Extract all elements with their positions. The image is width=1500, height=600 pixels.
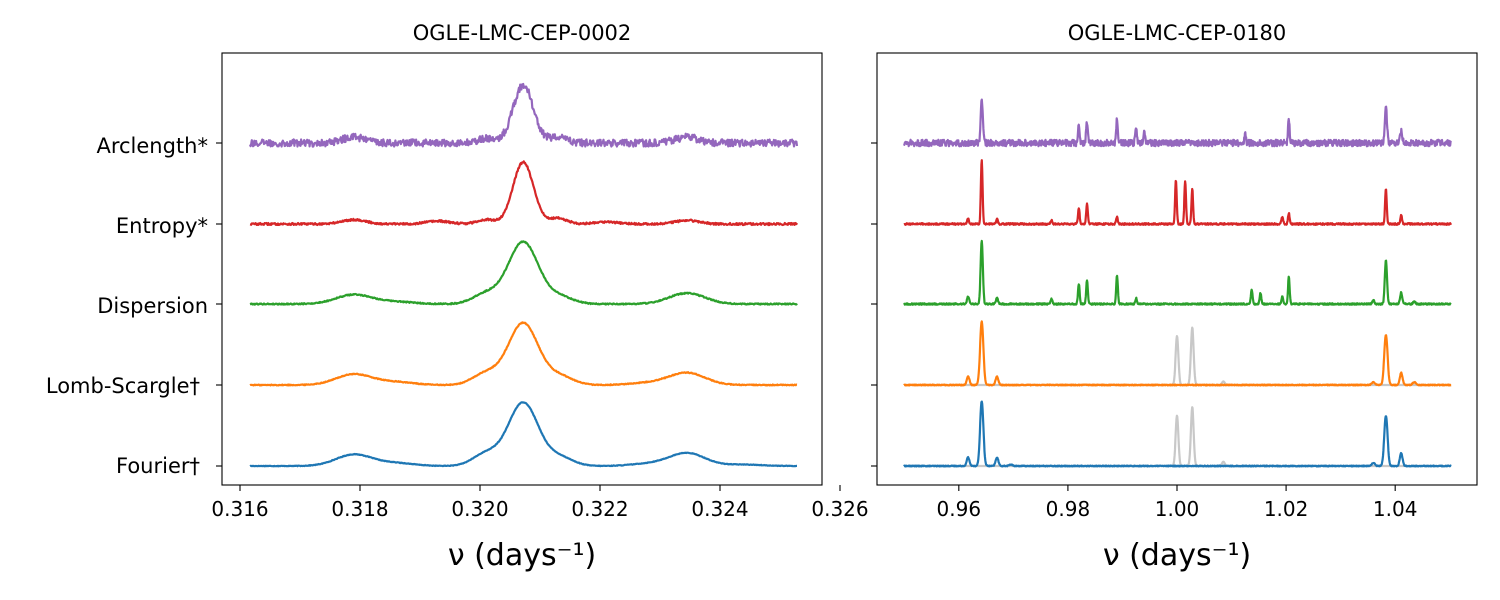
x-axis-label-left: ν (days⁻¹) [448, 538, 596, 573]
y-tick-label-dispersion: Dispersion [97, 294, 208, 318]
series-line-1-fourier [903, 400, 1452, 468]
x-axis-right: 0.96 0.98 1.00 1.02 1.04 [871, 142, 1418, 521]
x-tick-label-0-1: 0.318 [331, 497, 388, 521]
x-tick-label-1-1: 0.98 [1046, 497, 1091, 521]
x-tick-label-1-2: 1.00 [1155, 497, 1200, 521]
panel-title-left: OGLE-LMC-CEP-0002 [413, 21, 632, 45]
series-line-1-dispersion [903, 239, 1452, 306]
plot-frame-left [221, 52, 823, 486]
series-group-left [248, 82, 799, 468]
y-tick-labels: Fourier† Lomb-Scargle† Dispersion Entrop… [46, 134, 208, 478]
x-axis-label-right: ν (days⁻¹) [1103, 538, 1251, 573]
y-tick-label-lomb-scargle: Lomb-Scargle† [46, 374, 200, 398]
series-line-0-arclength [248, 82, 799, 148]
x-tick-label-1-4: 1.04 [1373, 497, 1418, 521]
x-tick-label-0-2: 0.320 [451, 497, 508, 521]
x-axis-left: 0.316 0.318 0.320 0.322 0.324 0.326 [211, 142, 869, 521]
y-tick-label-arclength: Arclength* [96, 134, 208, 158]
x-tick-label-1-3: 1.02 [1264, 497, 1309, 521]
x-tick-label-1-0: 0.96 [937, 497, 982, 521]
y-tick-label-fourier: Fourier† [116, 454, 200, 478]
x-tick-label-0-5: 0.326 [811, 497, 868, 521]
x-tick-label-0-0: 0.316 [211, 497, 268, 521]
series-line-0-entropy [249, 160, 798, 227]
series-group-right [903, 98, 1453, 468]
x-tick-label-0-4: 0.324 [691, 497, 748, 521]
series-line-1-arclength [903, 98, 1452, 148]
series-line-1-lombscargle [903, 320, 1452, 387]
x-tick-label-0-3: 0.322 [571, 497, 628, 521]
panel-right: OGLE-LMC-CEP-0180 ν (days⁻¹) 0.96 0.98 1.0… [871, 21, 1478, 573]
y-tick-label-entropy: Entropy* [116, 214, 208, 238]
series-line-0-lombscargle [249, 321, 798, 387]
series-line-0-dispersion [249, 240, 798, 306]
panel-title-right: OGLE-LMC-CEP-0180 [1068, 21, 1287, 45]
panel-left: OGLE-LMC-CEP-0002 ν (days⁻¹) Fourier† Lo… [46, 21, 869, 573]
series-line-0-fourier [249, 401, 798, 468]
series-line-1-entropy [903, 159, 1453, 226]
